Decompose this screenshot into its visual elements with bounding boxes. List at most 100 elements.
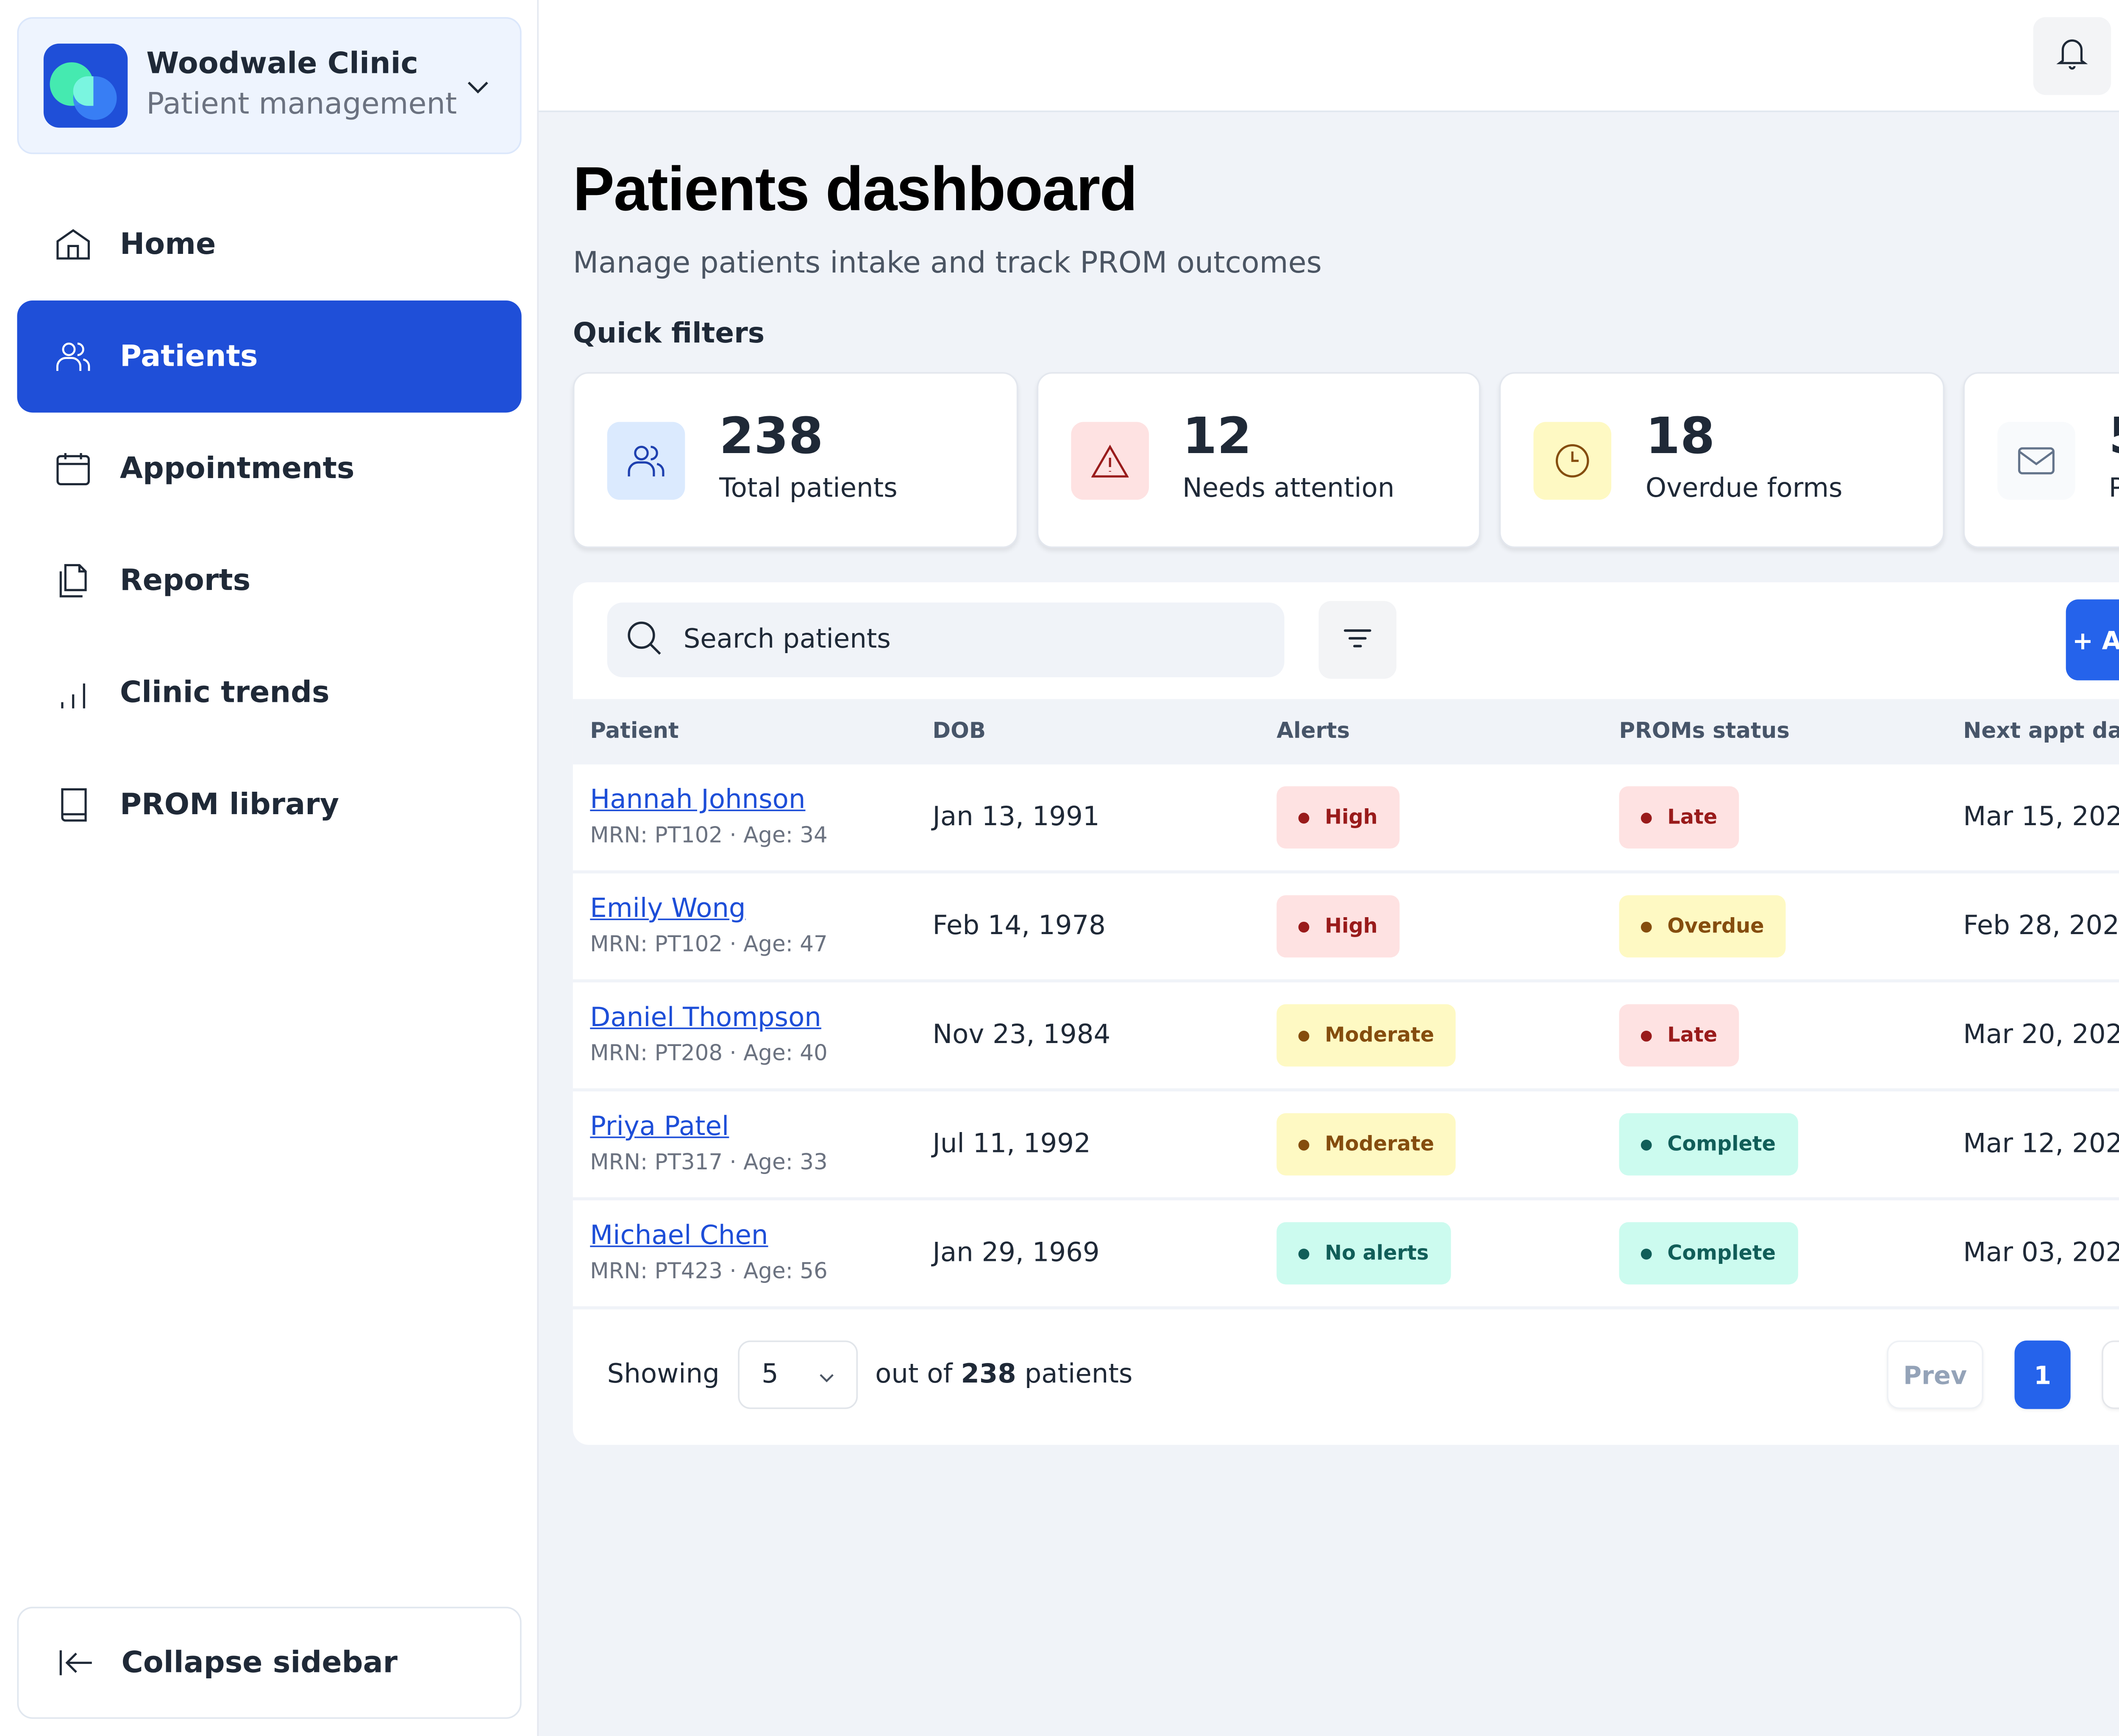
column-header-alerts[interactable]: Alerts (1276, 719, 1350, 744)
sidebar-item-patients[interactable]: Patients (17, 300, 522, 413)
dob-cell: Jul 11, 1992 (932, 1129, 1091, 1160)
prom-status-badge: Late (1619, 786, 1739, 849)
org-subtitle: Patient management (146, 87, 457, 122)
patient-name-link[interactable]: Priya Patel (590, 1111, 729, 1143)
patient-cell: Michael Chen MRN: PT423 · Age: 56 (590, 1219, 827, 1291)
next-appt-cell: Mar 03, 2026 (1963, 1238, 2119, 1269)
status-dot-icon (1298, 1030, 1310, 1041)
page-button-1[interactable]: 1 (2014, 1340, 2071, 1409)
stat-card-needs-attention[interactable]: 12 Needs attention (1036, 372, 1481, 548)
filter-button[interactable] (1318, 601, 1397, 679)
quick-filters: 238 Total patients 12 Needs attention (573, 372, 2119, 548)
prom-status-badge: Overdue (1619, 895, 1786, 958)
status-dot-icon (1641, 812, 1652, 823)
table-row: Daniel Thompson MRN: PT208 · Age: 40 Nov… (573, 982, 2119, 1092)
stat-label: Needs attention (1182, 472, 1395, 504)
stat-label: Total patients (719, 472, 898, 504)
filter-icon (1343, 625, 1371, 655)
org-switcher[interactable]: Woodwale Clinic Patient management (17, 17, 522, 154)
sidebar-item-label: Reports (120, 563, 251, 598)
add-new-patient-button[interactable]: + Add new patient (2066, 599, 2119, 681)
search-box[interactable] (607, 602, 1285, 677)
sidebar-item-prom-library[interactable]: PROM library (17, 749, 521, 861)
status-dot-icon (1298, 921, 1310, 932)
patient-name-link[interactable]: Hannah Johnson (590, 785, 806, 816)
dob-cell: Nov 23, 1984 (932, 1020, 1111, 1051)
sidebar-item-clinic-trends[interactable]: Clinic trends (17, 637, 521, 748)
showing-label: Showing (607, 1359, 720, 1391)
stat-card-overdue-forms[interactable]: 18 Overdue forms (1499, 372, 1944, 548)
page-button-2[interactable]: 2 (2102, 1340, 2119, 1409)
stat-value: 238 (719, 405, 823, 465)
page-subtitle: Manage patients intake and track PROM ou… (573, 246, 1322, 281)
quick-filters-title: Quick filters (573, 317, 765, 351)
status-dot-icon (1641, 1248, 1652, 1259)
prom-status-badge: Complete (1619, 1113, 1798, 1176)
prom-status-badge: Late (1619, 1004, 1739, 1067)
patients-table-card: + Add new patient Patient DOB Alerts PRO… (573, 582, 2119, 1445)
stat-label: Pending invites (2109, 463, 2119, 513)
status-dot-icon (1641, 1030, 1652, 1041)
home-icon (55, 226, 92, 263)
search-icon (626, 619, 662, 661)
users-icon (55, 338, 92, 375)
patient-cell: Emily Wong MRN: PT102 · Age: 47 (590, 892, 827, 964)
table-footer: Showing 5 out of 238 patients Prev 1 2 3… (607, 1340, 2119, 1409)
bar-chart-icon (55, 674, 92, 712)
status-dot-icon (1298, 1248, 1310, 1259)
page-size-value: 5 (761, 1359, 779, 1391)
documents-icon (55, 562, 92, 599)
sidebar-item-appointments[interactable]: Appointments (17, 412, 521, 524)
chevron-down-icon (467, 71, 489, 100)
column-header-proms-status[interactable]: PROMs status (1619, 719, 1790, 744)
prom-status-badge: Complete (1619, 1222, 1798, 1285)
stat-card-total-patients[interactable]: 238 Total patients (573, 372, 1018, 548)
alert-badge: Moderate (1276, 1004, 1456, 1067)
table-row: Michael Chen MRN: PT423 · Age: 56 Jan 29… (573, 1200, 2119, 1310)
patient-name-link[interactable]: Daniel Thompson (590, 1002, 821, 1034)
prev-page-button[interactable]: Prev (1887, 1340, 1984, 1409)
patient-name-link[interactable]: Michael Chen (590, 1221, 768, 1252)
next-appt-cell: Mar 12, 2026 (1963, 1129, 2119, 1160)
status-dot-icon (1298, 1139, 1310, 1150)
collapse-sidebar-label: Collapse sidebar (121, 1645, 398, 1680)
stat-value: 5 (2109, 407, 2119, 463)
patient-cell: Priya Patel MRN: PT317 · Age: 33 (590, 1110, 827, 1182)
calendar-icon (55, 450, 92, 487)
patient-meta: MRN: PT102 · Age: 34 (590, 823, 828, 849)
next-appt-cell: Mar 20, 2026 (1963, 1020, 2119, 1051)
stat-value: 18 (1645, 405, 1715, 465)
status-dot-icon (1641, 921, 1652, 932)
column-header-patient[interactable]: Patient (590, 719, 679, 744)
clinic-logo (43, 43, 128, 128)
notifications-button[interactable] (2033, 17, 2111, 95)
table-row: Priya Patel MRN: PT317 · Age: 33 Jul 11,… (573, 1091, 2119, 1201)
page-size-select[interactable]: 5 (738, 1340, 858, 1409)
search-input[interactable] (680, 623, 1241, 657)
clock-icon (1533, 421, 1612, 499)
column-header-next-appt[interactable]: Next appt date (1963, 719, 2119, 744)
sidebar-item-label: Clinic trends (120, 676, 330, 710)
mail-icon (1997, 421, 2075, 499)
topbar: Nina Green MOA (539, 0, 2119, 112)
page-title: Patients dashboard (573, 156, 1137, 224)
pagination: Prev 1 2 3 Next (1887, 1340, 2119, 1409)
next-appt-cell: Feb 28, 2026 (1963, 910, 2119, 942)
chevron-down-icon (819, 1359, 835, 1390)
patient-name-link[interactable]: Emily Wong (590, 893, 746, 925)
next-appt-cell: Mar 15, 2026 (1963, 801, 2119, 833)
alert-badge: High (1276, 786, 1400, 849)
warning-icon (1070, 421, 1148, 499)
collapse-arrow-icon (56, 1644, 93, 1681)
sidebar-item-reports[interactable]: Reports (17, 525, 521, 637)
table-header: Patient DOB Alerts PROMs status Next app… (573, 699, 2119, 765)
collapse-sidebar-button[interactable]: Collapse sidebar (17, 1607, 522, 1719)
users-icon (607, 421, 685, 499)
alert-badge: No alerts (1276, 1222, 1451, 1285)
patient-meta: MRN: PT208 · Age: 40 (590, 1041, 828, 1067)
sidebar-item-home[interactable]: Home (17, 188, 521, 300)
patient-meta: MRN: PT102 · Age: 47 (590, 932, 828, 958)
column-header-dob[interactable]: DOB (932, 719, 986, 744)
stat-card-pending-invites[interactable]: 5 Pending invites (1962, 372, 2119, 548)
status-dot-icon (1298, 812, 1310, 823)
